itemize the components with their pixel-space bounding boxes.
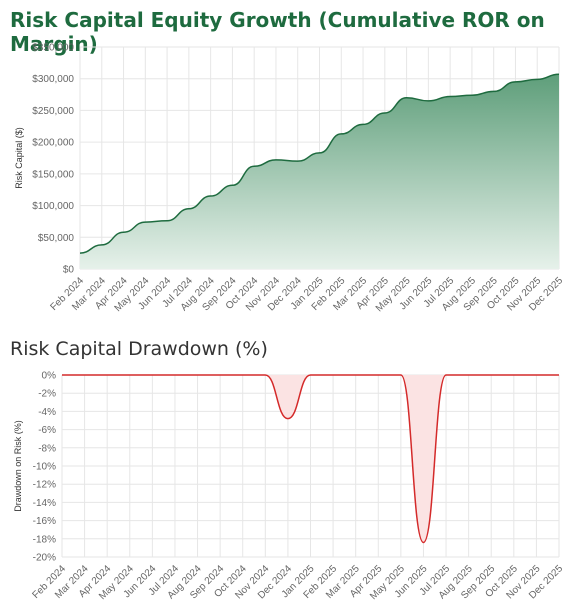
y-tick-label: $250,000 [32, 106, 74, 117]
y-tick-label: $300,000 [32, 74, 74, 85]
drawdown-chart-title: Risk Capital Drawdown (%) [10, 338, 268, 360]
y-tick-label: -8% [38, 443, 56, 454]
drawdown-chart: 0%-2%-4%-6%-8%-10%-12%-14%-16%-18%-20%Fe… [13, 371, 565, 603]
y-tick-label: -10% [33, 462, 56, 473]
series-area [80, 74, 559, 269]
y-tick-label: $150,000 [32, 169, 74, 180]
y-tick-label: -2% [38, 389, 56, 400]
y-tick-label: $100,000 [32, 201, 74, 212]
y-tick-label: $200,000 [32, 138, 74, 149]
y-tick-label: -4% [38, 407, 56, 418]
y-tick-label: $350,000 [32, 43, 74, 54]
y-axis-title: Risk Capital ($) [14, 127, 24, 189]
y-tick-label: 0% [42, 371, 57, 382]
y-tick-label: -16% [33, 516, 56, 527]
y-tick-label: -12% [33, 480, 56, 491]
series-area [62, 375, 559, 543]
y-axis-title: Drawdown on Risk (%) [13, 420, 23, 512]
y-tick-label: -6% [38, 425, 56, 436]
y-tick-label: $50,000 [38, 233, 75, 244]
y-tick-label: -18% [33, 534, 56, 545]
y-tick-label: $0 [63, 265, 75, 276]
equity-growth-chart: $0 $50,000 $100,000 $150,000 $200,000 $250,00… [14, 43, 565, 315]
equity-chart-title: Risk Capital Equity Growth (Cumulative R… [10, 8, 545, 56]
series-line [61, 374, 559, 544]
y-tick-label: -14% [33, 498, 56, 509]
y-tick-label: -20% [33, 553, 56, 564]
series-line [79, 73, 560, 254]
